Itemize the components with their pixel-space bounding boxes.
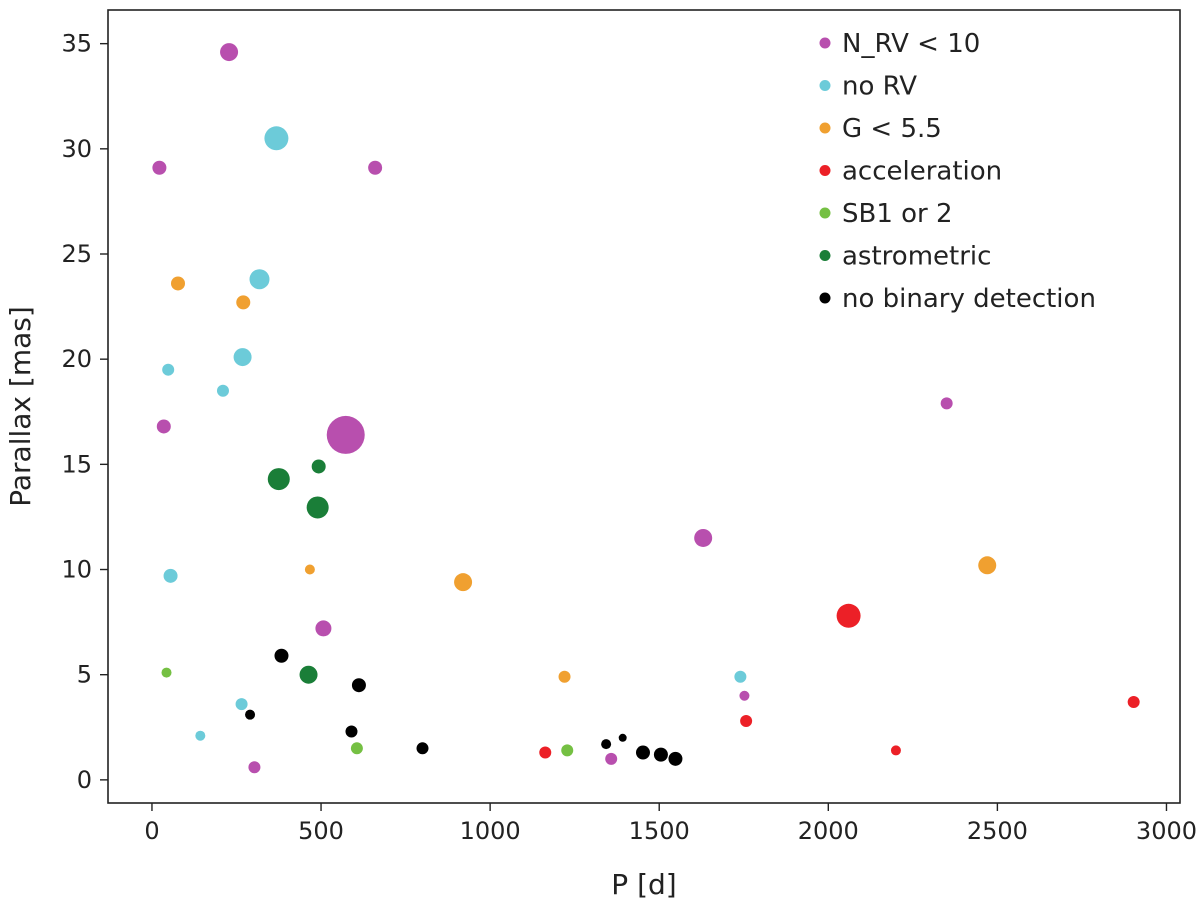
- point-acceleration: [539, 746, 552, 759]
- x-tick-label: 0: [144, 817, 159, 845]
- point-n-rv-10: [940, 397, 953, 410]
- point-astrometric: [306, 496, 329, 519]
- x-tick-label: 2500: [967, 817, 1028, 845]
- x-tick-label: 1500: [629, 817, 690, 845]
- point-n-rv-10: [156, 419, 171, 434]
- legend-label: astrometric: [842, 242, 991, 272]
- x-tick-label: 1000: [460, 817, 521, 845]
- point-no-rv: [163, 568, 178, 583]
- point-no-binary-detection: [416, 742, 429, 755]
- point-sb1-or-2: [161, 667, 172, 678]
- legend-label: no RV: [842, 72, 917, 102]
- y-tick-label: 10: [61, 556, 92, 584]
- plot-frame: [107, 9, 1181, 804]
- point-no-rv: [734, 670, 747, 683]
- point-g-5-5: [304, 564, 315, 575]
- legend-marker: [819, 292, 831, 304]
- point-no-binary-detection: [668, 751, 683, 766]
- x-tick-label: 3000: [1136, 817, 1197, 845]
- point-no-rv: [195, 730, 206, 741]
- legend-marker: [819, 207, 831, 219]
- x-tick-label: 500: [298, 817, 344, 845]
- point-no-rv: [162, 363, 175, 376]
- legend-marker: [819, 165, 831, 176]
- legend-label: no binary detection: [842, 284, 1096, 314]
- point-no-rv: [233, 348, 252, 367]
- point-g-5-5: [236, 295, 251, 310]
- point-no-binary-detection: [245, 709, 256, 720]
- point-no-binary-detection: [653, 747, 668, 762]
- point-n-rv-10: [315, 620, 332, 637]
- legend: N_RV < 10 no RV G < 5.5 acceleration SB1 or …: [819, 29, 1096, 314]
- point-n-rv-10: [152, 160, 167, 175]
- legend-marker: [819, 250, 831, 261]
- legend-label: acceleration: [842, 157, 1002, 187]
- point-no-binary-detection: [351, 678, 366, 693]
- point-g-5-5: [171, 276, 186, 291]
- point-astrometric: [267, 468, 290, 491]
- point-acceleration: [1127, 696, 1140, 709]
- point-n-rv-10: [220, 43, 239, 62]
- point-no-rv: [264, 126, 289, 151]
- legend-marker: [819, 80, 831, 91]
- point-no-rv: [216, 384, 229, 397]
- point-astrometric: [299, 665, 318, 684]
- y-axis-ticks: 0 5 10 15 20 25 30 35: [61, 30, 108, 794]
- y-tick-label: 35: [61, 30, 92, 58]
- y-tick-label: 30: [61, 135, 92, 163]
- point-no-rv: [249, 269, 270, 290]
- point-sb1-or-2: [350, 742, 363, 755]
- x-axis-label: P [d]: [611, 868, 676, 901]
- legend-label: SB1 or 2: [842, 199, 953, 229]
- y-tick-label: 20: [61, 345, 92, 373]
- point-n-rv-10: [368, 160, 383, 175]
- point-n-rv-10: [694, 528, 713, 547]
- legend-label: N_RV < 10: [842, 29, 980, 59]
- y-tick-label: 25: [61, 240, 92, 268]
- point-astrometric: [311, 459, 326, 474]
- point-no-binary-detection: [635, 745, 650, 760]
- point-g-5-5: [558, 670, 571, 683]
- y-tick-label: 5: [77, 661, 92, 689]
- point-n-rv-10: [605, 752, 618, 765]
- point-no-binary-detection: [618, 733, 627, 742]
- legend-label: G < 5.5: [842, 114, 942, 144]
- legend-marker: [819, 122, 831, 134]
- legend-marker: [819, 37, 831, 49]
- point-no-rv: [235, 698, 248, 711]
- data-points: [152, 43, 1140, 774]
- point-no-binary-detection: [601, 739, 612, 750]
- point-n-rv-10: [248, 761, 261, 774]
- x-axis-ticks: 0 500 1000 1500 2000 2500 3000: [144, 803, 1197, 845]
- y-tick-label: 15: [61, 450, 92, 478]
- y-axis-label: Parallax [mas]: [4, 306, 37, 507]
- y-tick-label: 0: [77, 766, 92, 794]
- point-g-5-5: [454, 573, 473, 592]
- point-n-rv-10: [326, 415, 365, 454]
- point-no-binary-detection: [274, 648, 289, 663]
- point-n-rv-10: [739, 690, 750, 701]
- x-tick-label: 2000: [798, 817, 859, 845]
- point-acceleration: [836, 603, 861, 628]
- point-acceleration: [740, 714, 753, 727]
- point-no-binary-detection: [345, 725, 358, 738]
- point-g-5-5: [978, 556, 997, 575]
- point-sb1-or-2: [561, 744, 574, 757]
- point-acceleration: [890, 745, 901, 756]
